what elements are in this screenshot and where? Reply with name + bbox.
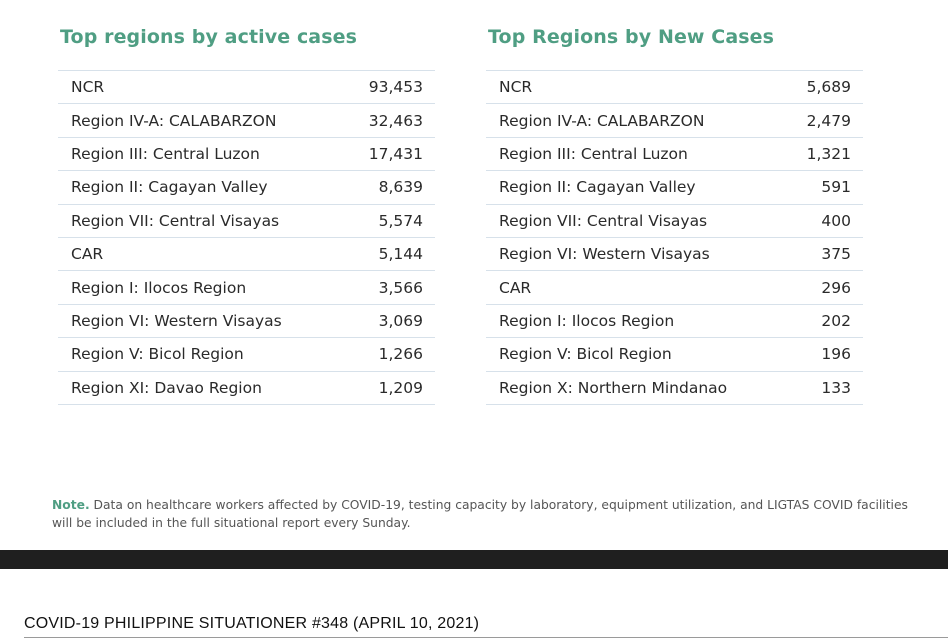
case-count: 400 — [821, 211, 851, 230]
case-count: 17,431 — [368, 144, 423, 163]
case-count: 3,566 — [378, 278, 423, 297]
table-row: CAR 296 — [486, 271, 863, 305]
table-row: Region I: Ilocos Region 202 — [486, 305, 863, 339]
section-divider-band — [0, 550, 948, 569]
region-name: NCR — [71, 78, 105, 97]
table-row: Region VI: Western Visayas 375 — [486, 238, 863, 272]
region-name: Region I: Ilocos Region — [499, 311, 675, 330]
case-count: 196 — [821, 345, 851, 364]
region-name: Region I: Ilocos Region — [71, 278, 247, 297]
case-count: 591 — [821, 178, 851, 197]
new-cases-panel: Top Regions by New Cases NCR 5,689 Region … — [486, 22, 863, 405]
table-row: Region VII: Central Visayas 400 — [486, 205, 863, 238]
table-row: Region XI: Davao Region 1,209 — [58, 372, 435, 405]
case-count: 1,321 — [806, 144, 851, 163]
table-row: Region II: Cagayan Valley 591 — [486, 171, 863, 205]
case-count: 2,479 — [806, 111, 851, 130]
case-count: 202 — [821, 311, 851, 330]
region-name: CAR — [499, 278, 532, 297]
region-name: Region VI: Western Visayas — [499, 245, 710, 264]
region-name: CAR — [71, 245, 104, 264]
new-cases-title: Top Regions by New Cases — [488, 26, 775, 48]
case-count: 3,069 — [378, 311, 423, 330]
table-row: Region VII: Central Visayas 5,574 — [58, 205, 435, 238]
table-row: Region III: Central Luzon 1,321 — [486, 138, 863, 172]
region-name: Region V: Bicol Region — [499, 345, 672, 364]
table-row: NCR 93,453 — [58, 71, 435, 105]
region-name: Region VI: Western Visayas — [71, 311, 282, 330]
table-row: Region IV-A: CALABARZON 32,463 — [58, 104, 435, 138]
table-row: Region I: Ilocos Region 3,566 — [58, 271, 435, 305]
region-name: Region V: Bicol Region — [71, 345, 244, 364]
footer-rule — [24, 637, 948, 638]
note-label: Note. — [52, 498, 90, 513]
region-name: Region VII: Central Visayas — [499, 211, 708, 230]
region-name: Region IV-A: CALABARZON — [499, 111, 705, 130]
case-count: 8,639 — [378, 178, 423, 197]
active-cases-title: Top regions by active cases — [60, 26, 358, 48]
region-name: Region VII: Central Visayas — [71, 211, 280, 230]
table-row: Region VI: Western Visayas 3,069 — [58, 305, 435, 339]
case-count: 133 — [821, 378, 851, 397]
region-name: NCR — [499, 78, 533, 97]
report-footer-title: COVID-19 PHILIPPINE SITUATIONER #348 (AP… — [24, 615, 480, 632]
table-row: Region IV-A: CALABARZON 2,479 — [486, 104, 863, 138]
case-count: 1,209 — [378, 378, 423, 397]
table-row: Region III: Central Luzon 17,431 — [58, 138, 435, 172]
case-count: 296 — [821, 278, 851, 297]
case-count: 93,453 — [368, 78, 423, 97]
table-row: Region V: Bicol Region 1,266 — [58, 338, 435, 372]
region-name: Region XI: Davao Region — [71, 378, 262, 397]
case-count: 5,144 — [378, 245, 423, 264]
case-count: 5,689 — [806, 78, 851, 97]
region-name: Region III: Central Luzon — [499, 144, 688, 163]
table-row: NCR 5,689 — [486, 71, 863, 105]
region-name: Region III: Central Luzon — [71, 144, 260, 163]
table-row: Region V: Bicol Region 196 — [486, 338, 863, 372]
region-name: Region X: Northern Mindanao — [499, 378, 728, 397]
note-paragraph: Note. Data on healthcare workers affecte… — [52, 496, 912, 532]
active-cases-panel: Top regions by active cases NCR 93,453 Reg… — [58, 22, 435, 405]
case-count: 32,463 — [368, 111, 423, 130]
table-row: Region II: Cagayan Valley 8,639 — [58, 171, 435, 205]
new-cases-table: NCR 5,689 Region IV-A: CALABARZON 2,479 Regi… — [486, 70, 863, 405]
region-name: Region II: Cagayan Valley — [499, 178, 696, 197]
table-row: CAR 5,144 — [58, 238, 435, 272]
region-name: Region IV-A: CALABARZON — [71, 111, 277, 130]
active-cases-table: NCR 93,453 Region IV-A: CALABARZON 32,463 Re… — [58, 70, 435, 405]
note-text: Data on healthcare workers affected by C… — [52, 498, 908, 531]
case-count: 375 — [821, 245, 851, 264]
region-name: Region II: Cagayan Valley — [71, 178, 268, 197]
table-row: Region X: Northern Mindanao 133 — [486, 372, 863, 405]
case-count: 5,574 — [378, 211, 423, 230]
case-count: 1,266 — [378, 345, 423, 364]
